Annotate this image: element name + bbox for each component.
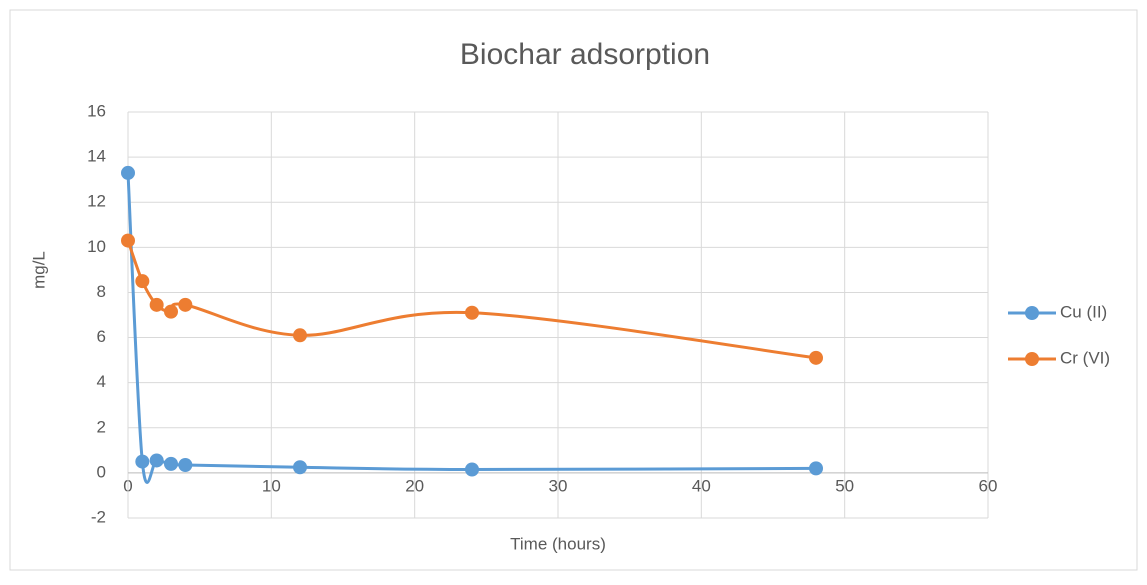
data-point bbox=[164, 304, 178, 319]
data-point bbox=[149, 453, 164, 468]
data-point bbox=[178, 297, 193, 312]
legend-label: Cu (II) bbox=[1060, 302, 1107, 321]
data-point bbox=[135, 454, 150, 469]
data-point bbox=[809, 461, 823, 476]
data-point bbox=[121, 233, 135, 248]
data-point bbox=[293, 328, 307, 343]
y-tick-label: 2 bbox=[97, 417, 106, 436]
data-point bbox=[809, 350, 823, 365]
data-point bbox=[164, 456, 178, 471]
chart-title: Biochar adsorption bbox=[460, 38, 710, 71]
legend-marker bbox=[1025, 306, 1039, 320]
data-point bbox=[178, 457, 193, 472]
y-tick-label: 8 bbox=[97, 282, 106, 301]
y-tick-label: 14 bbox=[87, 147, 106, 166]
series-line bbox=[126, 240, 817, 360]
y-tick-label: 12 bbox=[87, 192, 106, 211]
y-tick-label: 4 bbox=[97, 372, 106, 391]
y-tick-label: 0 bbox=[97, 462, 106, 481]
data-point bbox=[293, 460, 307, 475]
x-axis-label: Time (hours) bbox=[510, 534, 606, 553]
data-point bbox=[135, 274, 150, 289]
data-point bbox=[465, 305, 479, 320]
chart-border bbox=[9, 9, 1138, 571]
legend-marker bbox=[1025, 352, 1039, 366]
y-tick-label: -2 bbox=[91, 507, 106, 526]
data-point bbox=[465, 462, 479, 477]
legend-label: Cr (VI) bbox=[1060, 348, 1110, 367]
y-tick-label: 6 bbox=[97, 327, 106, 346]
y-tick-label: 10 bbox=[87, 237, 106, 256]
y-axis-label: mg/L bbox=[29, 251, 48, 289]
data-point bbox=[121, 165, 135, 180]
data-point bbox=[149, 297, 164, 312]
y-tick-label: 16 bbox=[87, 101, 106, 120]
